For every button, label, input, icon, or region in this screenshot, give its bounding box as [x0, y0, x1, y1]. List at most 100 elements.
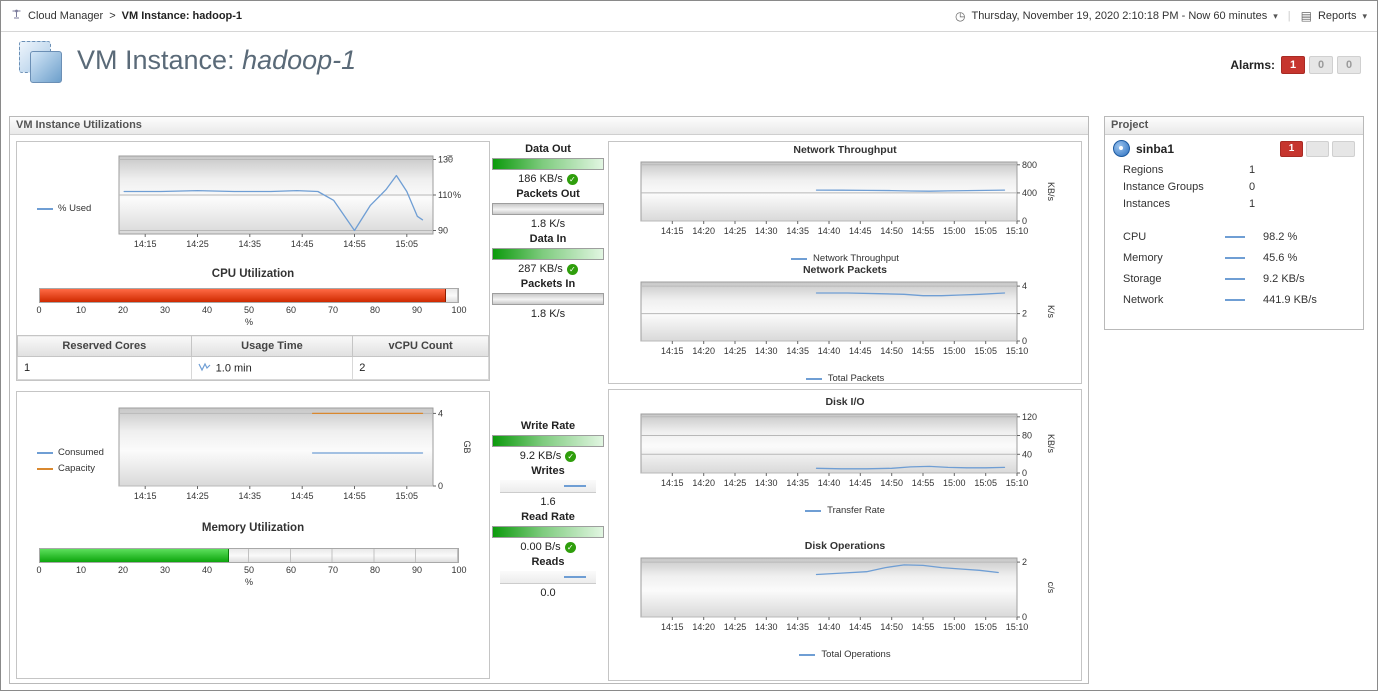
memory-gauge-unit: % [244, 577, 253, 587]
svg-text:15:00: 15:00 [943, 478, 966, 488]
reads-sparkline[interactable] [500, 571, 596, 584]
metric-writes: Writes 1.6 [490, 465, 606, 509]
alarms-summary: Alarms: 1 0 0 [1230, 56, 1361, 74]
vm-instance-icon [17, 39, 65, 85]
svg-text:14:35: 14:35 [239, 491, 262, 501]
ok-status-icon: ✓ [566, 263, 578, 275]
svg-text:0: 0 [1022, 612, 1027, 622]
svg-text:15:00: 15:00 [943, 346, 966, 356]
alarm-badge-warning[interactable] [1306, 140, 1329, 157]
memory-utilization-plot[interactable]: 0 4 14:15 14:25 14:35 14:45 14:55 15:05 GB [113, 400, 485, 521]
svg-text:120: 120 [1022, 412, 1037, 422]
svg-text:800: 800 [1022, 160, 1037, 170]
ok-status-icon: ✓ [565, 450, 577, 462]
svg-text:130: 130 [438, 155, 453, 165]
svg-text:14:45: 14:45 [291, 491, 314, 501]
series-color-sample [37, 467, 53, 470]
chevron-down-icon[interactable]: ▾ [1362, 10, 1367, 21]
write-rate-gauge[interactable] [492, 435, 604, 447]
svg-text:c/s: c/s [1046, 582, 1056, 594]
svg-text:14:15: 14:15 [661, 478, 684, 488]
packets-in-gauge[interactable] [492, 293, 604, 305]
metric-data-out: Data Out 186 KB/s ✓ [490, 143, 606, 186]
data-out-gauge[interactable] [492, 158, 604, 170]
top-bar: Cloud Manager > VM Instance: hadoop-1 ◷ … [1, 1, 1377, 32]
disk-io-chart: Disk I/O 0 40 80 120 14:15 14:20 14:25 14:30 14:… [613, 396, 1077, 517]
alarm-badge-warning[interactable]: 0 [1309, 56, 1333, 74]
svg-text:K/s: K/s [1046, 305, 1056, 319]
project-metric-network: Network 441.9 KB/s [1123, 293, 1317, 306]
topbar-controls: ◷ Thursday, November 19, 2020 2:10:18 PM… [955, 9, 1367, 23]
svg-text:0: 0 [1022, 468, 1027, 478]
svg-text:2: 2 [1022, 309, 1027, 319]
reports-menu[interactable]: Reports [1317, 10, 1357, 22]
svg-text:15:05: 15:05 [396, 239, 419, 249]
svg-text:14:20: 14:20 [692, 622, 715, 632]
legend-label: Network Throughput [813, 253, 899, 264]
ok-status-icon: ✓ [564, 541, 576, 553]
memory-gauge-fill [40, 549, 230, 562]
alarm-badge-critical[interactable]: 1 [1281, 56, 1305, 74]
svg-text:15:00: 15:00 [943, 226, 966, 236]
cpu-info-table: Reserved Cores Usage Time vCPU Count 1 1… [17, 335, 489, 380]
reports-icon: ▤ [1300, 9, 1312, 23]
svg-text:15:10: 15:10 [1006, 622, 1029, 632]
svg-text:14:55: 14:55 [343, 491, 366, 501]
svg-text:GB: GB [462, 440, 472, 453]
io-metrics-column: Data Out 186 KB/s ✓ Packets Out 1.8 K/s D… [490, 143, 606, 602]
project-summary-row: sinba1 1 [1105, 135, 1363, 161]
svg-text:14:50: 14:50 [880, 226, 903, 236]
cpu-utilization-plot[interactable]: 90 110 130 14:15 14:25 14:35 14:45 14:55 15:05% [113, 148, 485, 269]
memory-utilization-gauge: 0 10 20 30 40 50 60 70 80 90 100 % [36, 548, 467, 587]
memory-chart-title: Memory Utilization [201, 522, 305, 534]
network-packets-plot[interactable]: 0 2 4 14:15 14:20 14:25 14:30 14:35 14:40 14:45 14… [613, 277, 1077, 372]
packets-out-gauge[interactable] [492, 203, 604, 215]
cpu-utilization-gauge: 0 10 20 30 40 50 60 70 80 90 100 % [36, 288, 467, 327]
alarm-badge-critical[interactable]: 1 [1280, 140, 1303, 157]
series-color-sample [37, 451, 53, 454]
svg-text:14:40: 14:40 [818, 226, 841, 236]
disk-io-plot[interactable]: 0 40 80 120 14:15 14:20 14:25 14:30 14:35 14:40 14… [613, 409, 1077, 504]
panel-title: VM Instance Utilizations [10, 117, 1088, 135]
series-color-sample [37, 207, 53, 210]
svg-text:14:15: 14:15 [661, 346, 684, 356]
memory-chart: Consumed Capacity 0 4 14:15 14:25 14:35 14:45… [21, 400, 485, 521]
disk-operations-plot[interactable]: 0 2 14:15 14:20 14:25 14:30 14:35 14:40 14:45 14:… [613, 553, 1077, 648]
network-throughput-chart: Network Throughput 0 400 800 14:15 14:20 14:2… [613, 144, 1077, 265]
alarm-badge-normal[interactable] [1332, 140, 1355, 157]
project-panel: Project sinba1 1 Regions 1 Instance Grou… [1104, 116, 1364, 330]
svg-text:14:15: 14:15 [661, 226, 684, 236]
chart-options-icon[interactable]: ≡ [446, 152, 453, 164]
chevron-down-icon[interactable]: ▾ [1273, 10, 1278, 21]
column-header-reserved-cores: Reserved Cores [17, 335, 192, 357]
writes-sparkline[interactable] [500, 480, 596, 493]
svg-text:90: 90 [438, 226, 448, 236]
metric-packets-out: Packets Out 1.8 K/s [490, 188, 606, 231]
svg-text:14:50: 14:50 [880, 346, 903, 356]
read-rate-gauge[interactable] [492, 526, 604, 538]
project-name-link[interactable]: sinba1 [1136, 141, 1175, 156]
svg-text:15:05: 15:05 [396, 491, 419, 501]
svg-text:14:25: 14:25 [724, 622, 747, 632]
alarm-badge-normal[interactable]: 0 [1337, 56, 1361, 74]
svg-text:15:10: 15:10 [1006, 478, 1029, 488]
svg-text:14:15: 14:15 [134, 239, 157, 249]
svg-text:14:15: 14:15 [661, 622, 684, 632]
project-alarm-badges: 1 [1280, 140, 1355, 157]
svg-text:14:45: 14:45 [291, 239, 314, 249]
time-range-selector[interactable]: Thursday, November 19, 2020 2:10:18 PM -… [971, 10, 1268, 22]
svg-text:14:50: 14:50 [880, 622, 903, 632]
alarms-label: Alarms: [1230, 58, 1275, 72]
network-packets-chart: Network Packets 0 2 4 14:15 14:20 14:25 14:30 1… [613, 264, 1077, 385]
project-metrics: CPU 98.2 % Memory 45.6 % Storage 9.2 KB/… [1105, 226, 1363, 310]
svg-text:0: 0 [1022, 216, 1027, 226]
svg-text:110: 110 [438, 190, 452, 200]
svg-text:4: 4 [438, 408, 443, 418]
project-metric-storage: Storage 9.2 KB/s [1123, 272, 1305, 285]
breadcrumb-cloud-manager[interactable]: Cloud Manager [28, 10, 104, 22]
svg-text:14:20: 14:20 [692, 226, 715, 236]
project-icon [1113, 140, 1130, 157]
legend-label: Capacity [58, 463, 95, 474]
data-in-gauge[interactable] [492, 248, 604, 260]
network-throughput-plot[interactable]: 0 400 800 14:15 14:20 14:25 14:30 14:35 14:40 14:… [613, 157, 1077, 252]
